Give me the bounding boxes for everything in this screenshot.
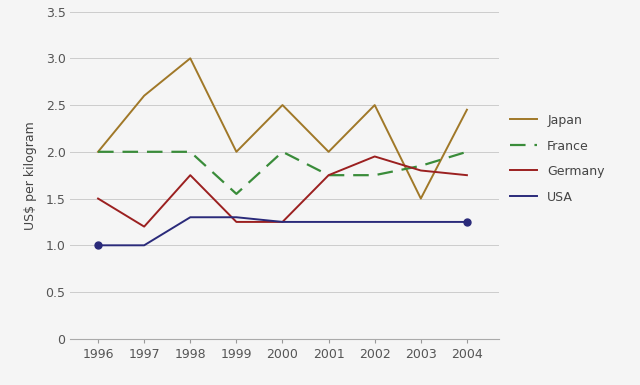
Y-axis label: US$ per kilogram: US$ per kilogram — [24, 121, 37, 229]
USA — [94, 243, 102, 248]
Line: USA: USA — [98, 217, 467, 245]
France — [417, 164, 425, 168]
Japan — [232, 149, 240, 154]
France — [232, 192, 240, 196]
France — [278, 149, 286, 154]
Line: Japan: Japan — [98, 58, 467, 199]
USA — [417, 219, 425, 224]
USA — [463, 219, 471, 224]
France — [371, 173, 378, 177]
Line: Germany: Germany — [98, 156, 467, 227]
Germany — [417, 168, 425, 173]
Legend: Japan, France, Germany, USA: Japan, France, Germany, USA — [509, 114, 605, 204]
France — [463, 149, 471, 154]
Germany — [463, 173, 471, 177]
Germany — [232, 219, 240, 224]
USA — [232, 215, 240, 219]
USA — [324, 219, 332, 224]
Germany — [140, 224, 148, 229]
Germany — [94, 196, 102, 201]
France — [140, 149, 148, 154]
Germany — [371, 154, 378, 159]
Japan — [371, 103, 378, 107]
Japan — [417, 196, 425, 201]
USA — [278, 219, 286, 224]
Germany — [186, 173, 194, 177]
Line: France: France — [98, 152, 467, 194]
Japan — [324, 149, 332, 154]
France — [324, 173, 332, 177]
USA — [371, 219, 378, 224]
USA — [140, 243, 148, 248]
Japan — [463, 107, 471, 112]
Japan — [94, 149, 102, 154]
Japan — [186, 56, 194, 60]
Japan — [140, 94, 148, 98]
Japan — [278, 103, 286, 107]
France — [186, 149, 194, 154]
USA — [186, 215, 194, 219]
Germany — [278, 219, 286, 224]
France — [94, 149, 102, 154]
Germany — [324, 173, 332, 177]
